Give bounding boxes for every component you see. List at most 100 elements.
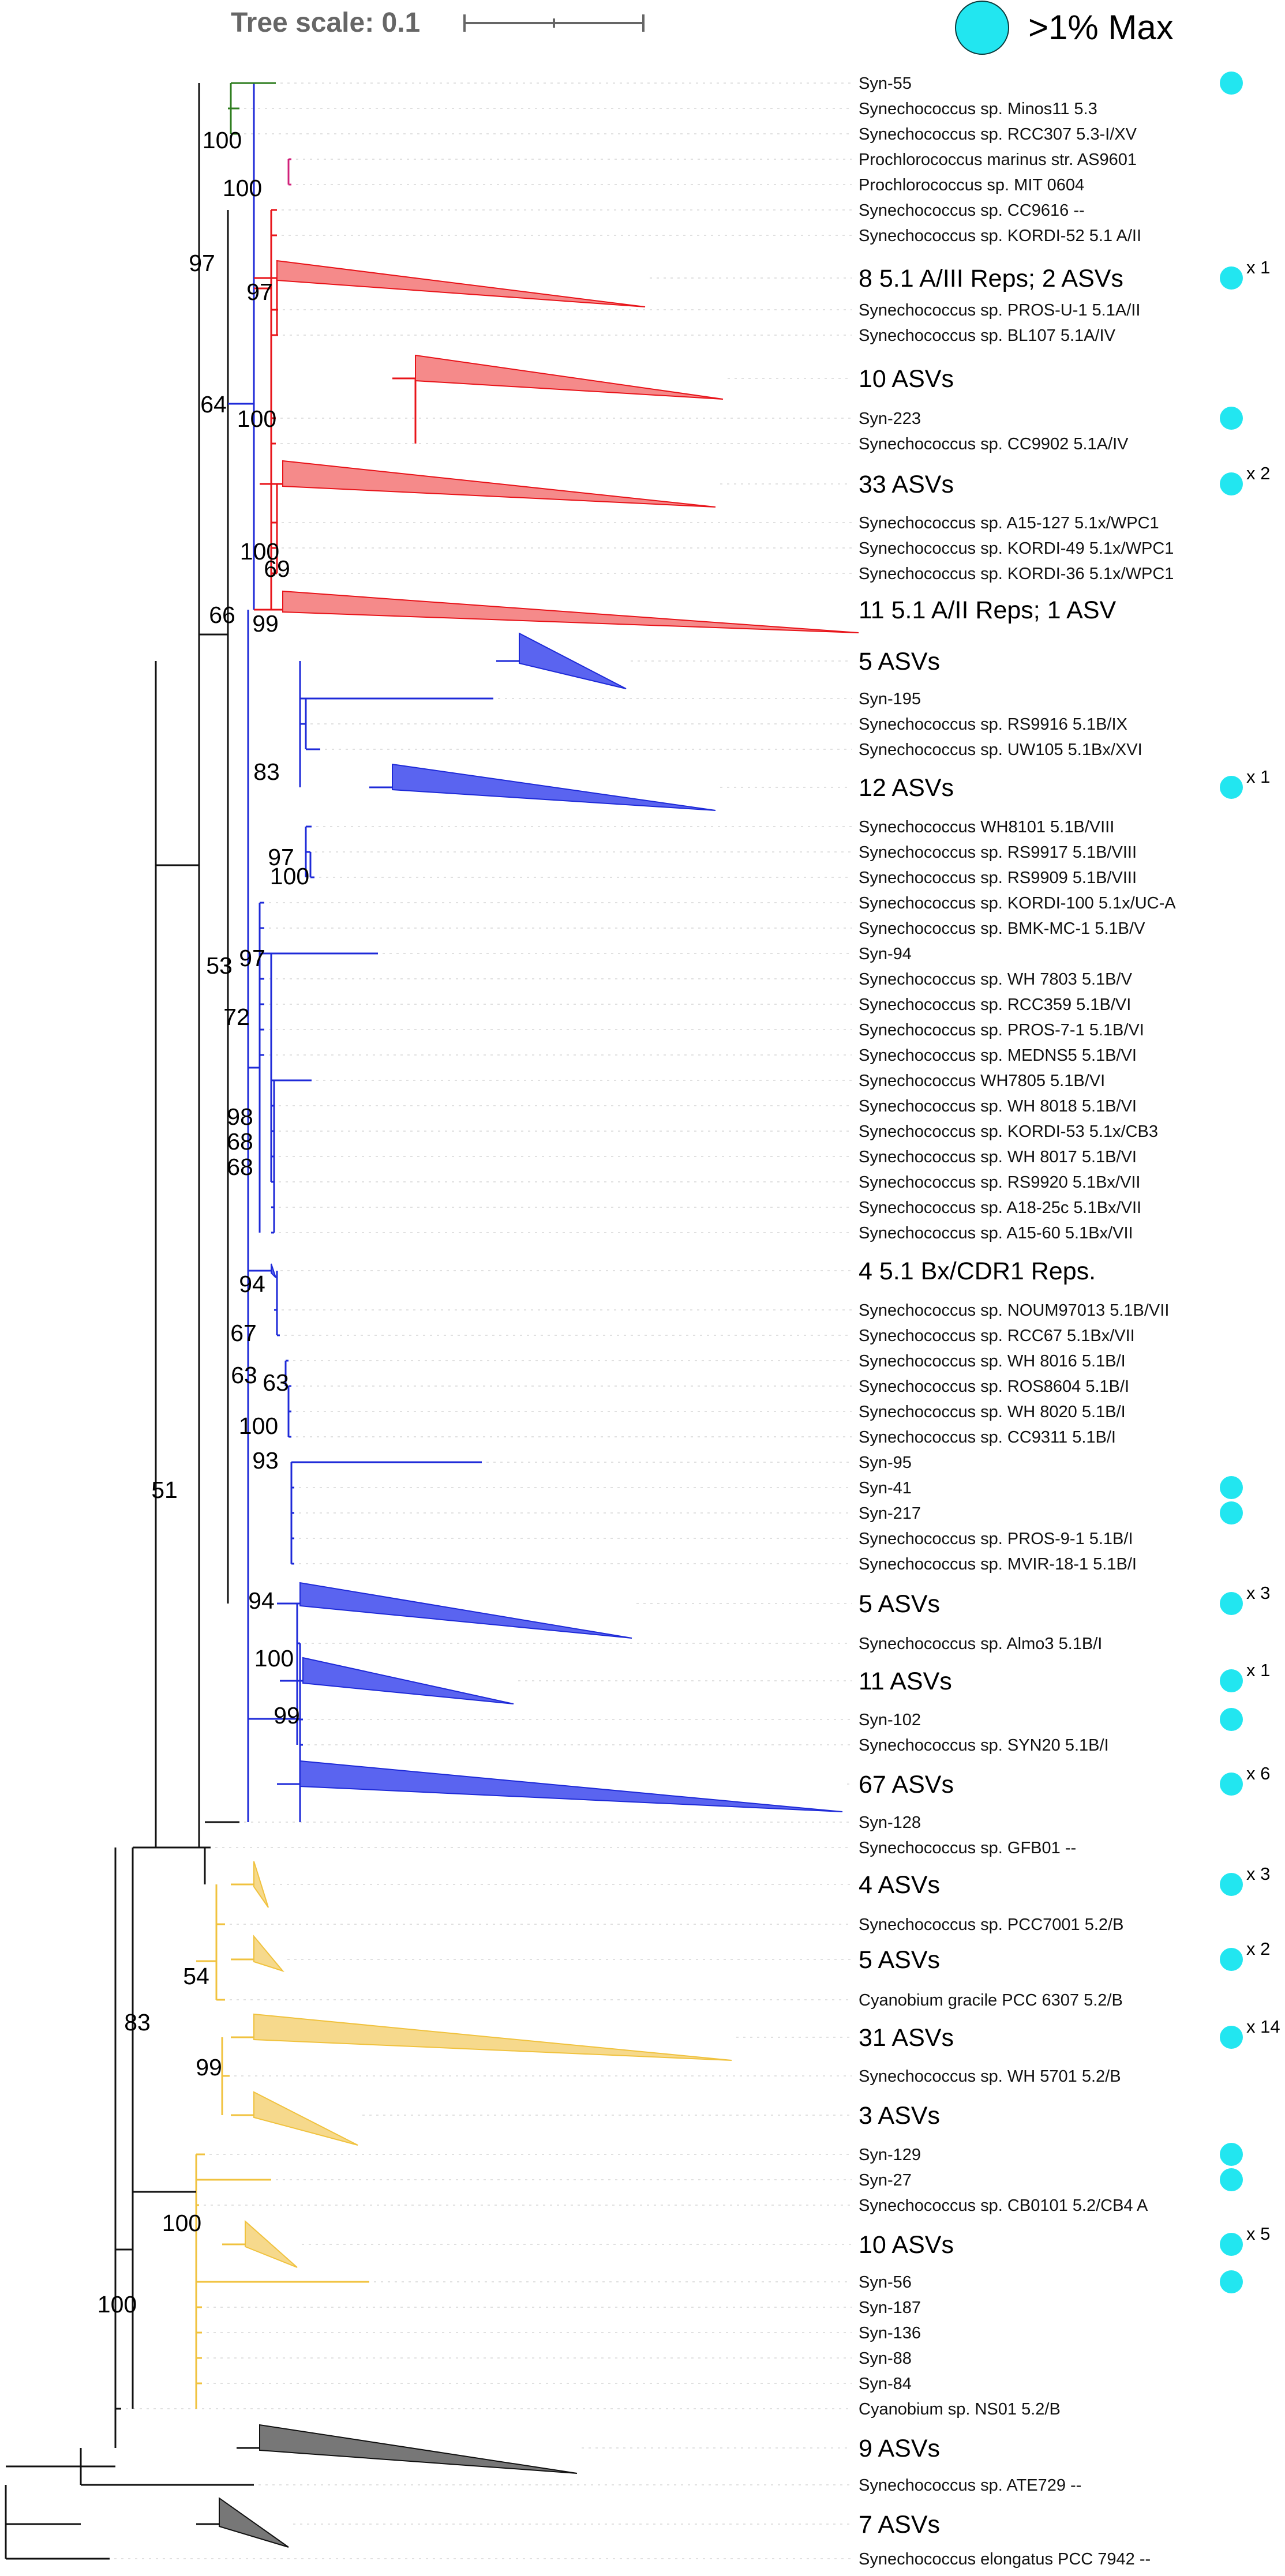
collapsed-clade-label: 11 ASVs bbox=[859, 1668, 952, 1695]
bootstrap-value: 67 bbox=[230, 1320, 257, 1346]
abundance-marker-icon bbox=[1220, 1708, 1243, 1731]
collapsed-clade-label: 5 ASVs bbox=[859, 648, 940, 675]
leaf-label: Synechococcus sp. A18-25c 5.1Bx/VII bbox=[859, 1199, 1141, 1217]
bootstrap-value: 53 bbox=[206, 952, 233, 979]
collapsed-clade-wedge bbox=[271, 1263, 276, 1278]
leaf-label: Synechococcus sp. A15-127 5.1x/WPC1 bbox=[859, 514, 1159, 532]
collapsed-clade-label: 9 ASVs bbox=[859, 2435, 940, 2462]
leaf-label: Synechococcus sp. RS9916 5.1B/IX bbox=[859, 715, 1127, 734]
leaf-label: Synechococcus sp. KORDI-49 5.1x/WPC1 bbox=[859, 539, 1174, 558]
abundance-multiplier: x 2 bbox=[1246, 463, 1270, 483]
bootstrap-value: 63 bbox=[263, 1369, 289, 1396]
collapsed-clade-wedge bbox=[392, 763, 716, 811]
leaf-label: Synechococcus sp. SYN20 5.1B/I bbox=[859, 1736, 1109, 1755]
leaf-label: Synechococcus sp. BL107 5.1A/IV bbox=[859, 326, 1116, 345]
leaf-label: Synechococcus sp. RCC359 5.1B/VI bbox=[859, 996, 1131, 1014]
collapsed-clade-wedge bbox=[253, 1861, 269, 1908]
leaf-label: Synechococcus sp. WH 8016 5.1B/I bbox=[859, 1352, 1126, 1370]
abundance-marker-icon bbox=[1220, 407, 1243, 430]
abundance-marker-icon bbox=[1220, 1669, 1243, 1692]
collapsed-clade-wedge bbox=[253, 1935, 284, 1972]
leaf-label: Synechococcus WH7805 5.1B/VI bbox=[859, 1072, 1105, 1090]
collapsed-clade-label: 8 5.1 A/III Reps; 2 ASVs bbox=[859, 265, 1123, 292]
leaf-label: Synechococcus sp. KORDI-53 5.1x/CB3 bbox=[859, 1122, 1158, 1141]
bootstrap-value: 100 bbox=[203, 127, 242, 153]
leaf-guides bbox=[114, 82, 852, 2559]
leaf-label: Synechococcus sp. A15-60 5.1Bx/VII bbox=[859, 1224, 1133, 1242]
leaf-label: Synechococcus sp. Minos11 5.3 bbox=[859, 100, 1097, 118]
abundance-multiplier: x 1 bbox=[1246, 257, 1270, 277]
leaf-label: Synechococcus sp. WH 8018 5.1B/VI bbox=[859, 1097, 1137, 1116]
leaf-label: Synechococcus sp. KORDI-100 5.1x/UC-A bbox=[859, 894, 1176, 913]
bootstrap-value: 100 bbox=[98, 2291, 137, 2318]
leaf-label: Syn-195 bbox=[859, 690, 921, 708]
bootstrap-value: 72 bbox=[223, 1004, 250, 1030]
bootstrap-value: 83 bbox=[253, 758, 280, 785]
leaf-label: Syn-56 bbox=[859, 2273, 912, 2292]
leaf-label: Synechococcus sp. Almo3 5.1B/I bbox=[859, 1635, 1102, 1653]
leaf-label: Synechococcus sp. KORDI-36 5.1x/WPC1 bbox=[859, 565, 1174, 583]
leaf-label: Synechococcus sp. PROS-9-1 5.1B/I bbox=[859, 1530, 1133, 1548]
abundance-marker-icon bbox=[1220, 2026, 1243, 2049]
legend-marker-icon bbox=[955, 1, 1009, 55]
leaf-label: Synechococcus sp. ATE729 -- bbox=[859, 2476, 1081, 2495]
leaf-label: Synechococcus sp. CC9616 -- bbox=[859, 201, 1085, 220]
abundance-multiplier: x 1 bbox=[1246, 767, 1270, 787]
collapsed-clade-wedge bbox=[302, 1657, 514, 1704]
leaf-label: Syn-217 bbox=[859, 1504, 921, 1523]
bootstrap-value: 98 bbox=[227, 1103, 253, 1130]
collapsed-clade-label: 10 ASVs bbox=[859, 2231, 954, 2259]
leaf-labels: Syn-55 Synechococcus sp. Minos11 5.3 Synec… bbox=[859, 74, 1176, 2569]
bootstrap-value: 100 bbox=[223, 175, 262, 201]
leaf-label: Syn-95 bbox=[859, 1454, 912, 1472]
abundance-marker-icon bbox=[1220, 1501, 1243, 1524]
abundance-multiplier: x 3 bbox=[1246, 1864, 1270, 1884]
abundance-markers: x 1 x 2 x 1 x 3 x 1 x 6 x 3 x 2 x 14 x 5 bbox=[1220, 72, 1280, 2293]
bootstrap-value: 94 bbox=[239, 1271, 265, 1297]
leaf-label: Synechococcus WH8101 5.1B/VIII bbox=[859, 818, 1114, 836]
leaf-label: Syn-187 bbox=[859, 2299, 921, 2317]
abundance-marker-icon bbox=[1220, 72, 1243, 95]
bootstrap-value: 83 bbox=[124, 2009, 151, 2036]
bootstrap-value: 54 bbox=[183, 1963, 209, 1989]
bootstrap-value: 100 bbox=[239, 1413, 278, 1439]
collapsed-clade-label: 12 ASVs bbox=[859, 774, 954, 802]
bootstrap-value: 97 bbox=[246, 279, 273, 305]
collapsed-clade-label: 3 ASVs bbox=[859, 2102, 940, 2130]
bootstrap-value: 100 bbox=[237, 405, 276, 432]
bootstrap-value: 94 bbox=[248, 1587, 275, 1614]
leaf-label: Syn-136 bbox=[859, 2324, 921, 2342]
collapsed-clade-label: 11 5.1 A/II Reps; 1 ASV bbox=[859, 596, 1117, 624]
leaf-label: Synechococcus sp. NOUM97013 5.1B/VII bbox=[859, 1301, 1169, 1320]
leaf-label: Synechococcus sp. BMK-MC-1 5.1B/V bbox=[859, 919, 1145, 938]
bootstrap-value: 97 bbox=[239, 945, 265, 971]
bootstrap-value: 63 bbox=[231, 1362, 257, 1388]
bootstrap-value: 97 bbox=[189, 250, 215, 276]
leaf-label: Synechococcus sp. MEDNS5 5.1B/VI bbox=[859, 1046, 1137, 1065]
leaf-label: Syn-129 bbox=[859, 2146, 921, 2164]
bootstrap-value: 100 bbox=[162, 2210, 201, 2236]
collapsed-clade-wedge bbox=[299, 1760, 843, 1812]
collapsed-clade-wedge bbox=[276, 260, 646, 307]
abundance-marker-icon bbox=[1220, 1592, 1243, 1615]
leaf-label: Synechococcus sp. CB0101 5.2/CB4 A bbox=[859, 2196, 1148, 2215]
collapsed-clade-wedge bbox=[245, 2220, 298, 2268]
leaf-label: Synechococcus sp. PCC7001 5.2/B bbox=[859, 1916, 1123, 1934]
bootstrap-value: 51 bbox=[151, 1477, 178, 1503]
collapsed-clade-wedge bbox=[259, 2424, 578, 2474]
leaf-label: Synechococcus sp. ROS8604 5.1B/I bbox=[859, 1377, 1129, 1396]
abundance-marker-icon bbox=[1220, 266, 1243, 290]
collapsed-clade-label: 5 ASVs bbox=[859, 1946, 940, 1974]
abundance-multiplier: x 3 bbox=[1246, 1583, 1270, 1603]
bootstrap-value: 99 bbox=[196, 2054, 222, 2081]
collapsed-clade-wedge bbox=[282, 590, 859, 633]
leaf-label: Synechococcus sp. KORDI-52 5.1 A/II bbox=[859, 227, 1141, 245]
leaf-label: Synechococcus sp. UW105 5.1Bx/XVI bbox=[859, 741, 1142, 759]
collapsed-clade-wedge bbox=[415, 354, 724, 400]
bootstrap-value: 68 bbox=[227, 1128, 253, 1155]
bootstrap-value: 66 bbox=[209, 602, 235, 628]
leaf-label: Synechococcus sp. WH 7803 5.1B/V bbox=[859, 970, 1133, 989]
